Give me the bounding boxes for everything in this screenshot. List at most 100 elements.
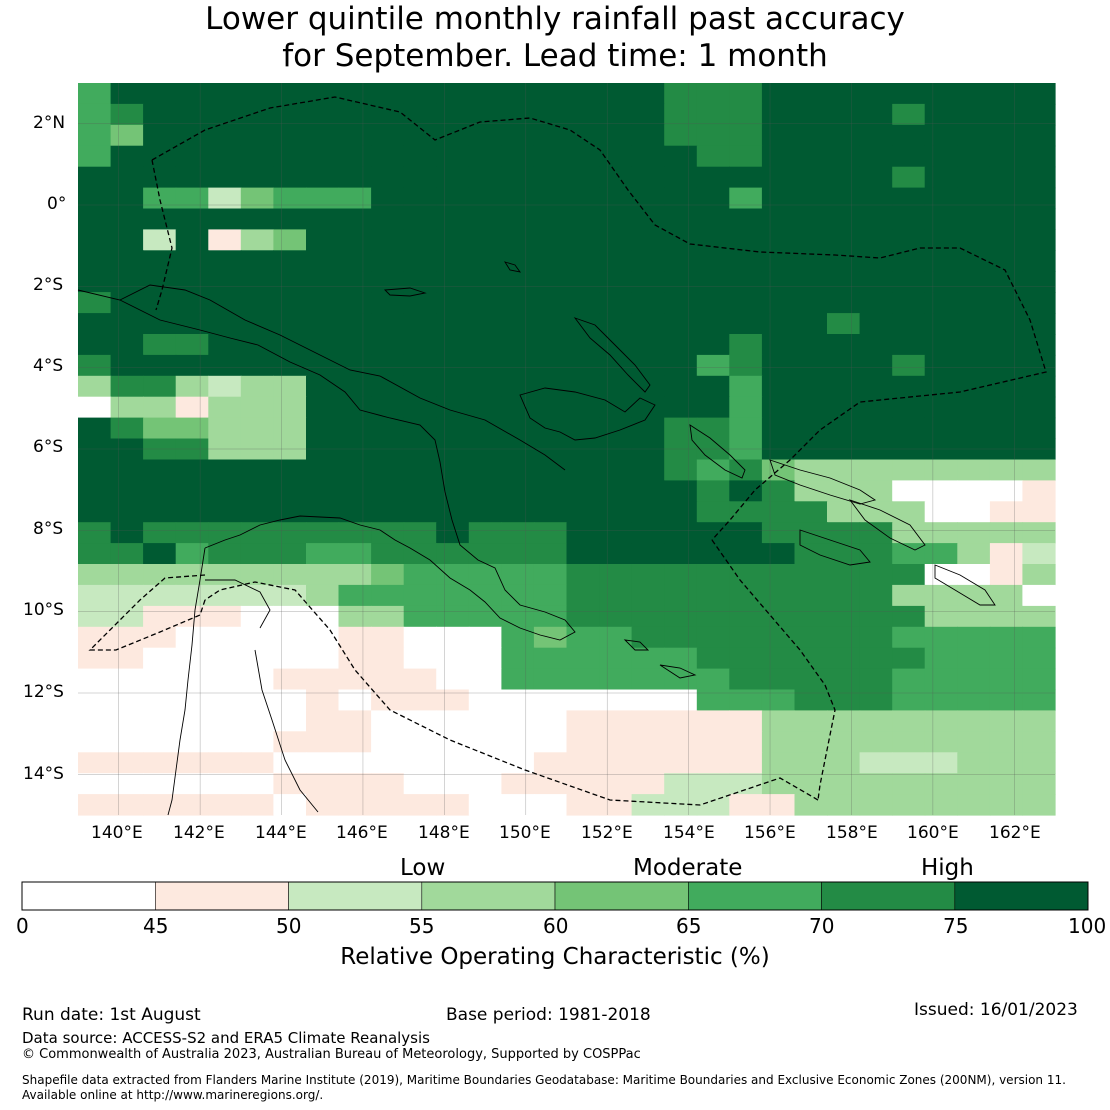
- lon-tick-label: 148°E: [418, 823, 470, 843]
- roc-cell: [468, 417, 502, 440]
- roc-cell: [664, 145, 698, 168]
- roc-cell: [338, 166, 372, 189]
- roc-cell: [533, 731, 568, 753]
- roc-cell: [240, 459, 274, 481]
- roc-cell: [338, 124, 372, 147]
- roc-cell: [924, 83, 958, 105]
- roc-cell: [631, 480, 665, 502]
- roc-cell: [403, 647, 437, 670]
- roc-cell: [208, 626, 242, 649]
- roc-cell: [143, 208, 177, 230]
- roc-cell: [892, 145, 926, 168]
- roc-cell: [371, 689, 405, 711]
- roc-cell: [761, 313, 796, 335]
- roc-cell: [696, 522, 730, 544]
- roc-cell: [501, 417, 535, 440]
- roc-cell: [924, 731, 958, 753]
- roc-cell: [957, 271, 991, 293]
- roc-cell: [924, 605, 958, 628]
- roc-cell: [696, 124, 730, 147]
- roc-cell: [859, 83, 893, 105]
- roc-cell: [859, 459, 893, 481]
- roc-cell: [175, 166, 209, 189]
- roc-cell: [78, 522, 112, 544]
- roc-cell: [729, 145, 763, 168]
- roc-cell: [599, 773, 633, 795]
- roc-cell: [859, 271, 893, 293]
- coastline-louisiade: [659, 664, 697, 679]
- roc-cell: [664, 689, 698, 711]
- roc-cell: [892, 731, 926, 753]
- roc-cell: [338, 522, 372, 544]
- roc-cell: [599, 731, 633, 753]
- roc-cell: [306, 459, 340, 481]
- lon-tick-label: 156°E: [744, 823, 796, 843]
- roc-cell: [338, 103, 372, 126]
- lat-tick-label: 2°S: [33, 275, 64, 295]
- roc-cell: [859, 794, 893, 816]
- roc-cell: [599, 292, 633, 314]
- roc-cell: [533, 354, 568, 377]
- roc-cell: [859, 647, 893, 670]
- roc-cell: [501, 145, 535, 168]
- roc-cell: [273, 522, 307, 544]
- roc-cell: [533, 145, 568, 168]
- roc-cell: [599, 83, 633, 105]
- roc-cell: [729, 187, 763, 210]
- roc-cell: [501, 396, 535, 419]
- roc-cell: [175, 543, 209, 565]
- roc-cell: [631, 647, 665, 670]
- roc-cell: [761, 647, 796, 670]
- roc-cell: [631, 689, 665, 711]
- coastline-new-guinea: [77, 289, 576, 641]
- roc-cell: [306, 271, 340, 293]
- roc-cell: [761, 292, 796, 314]
- roc-cell: [273, 334, 307, 356]
- roc-cell: [240, 501, 274, 523]
- roc-cell: [403, 334, 437, 356]
- roc-cell: [827, 334, 861, 356]
- roc-cell: [761, 731, 796, 753]
- roc-cell: [306, 794, 340, 816]
- roc-cell: [696, 584, 730, 607]
- roc-cell: [208, 501, 242, 523]
- roc-cell: [273, 354, 307, 377]
- roc-cell: [761, 124, 796, 147]
- roc-cell: [1022, 731, 1056, 753]
- roc-cell: [729, 605, 763, 628]
- roc-cell: [729, 459, 763, 481]
- roc-cell: [533, 166, 568, 189]
- roc-cell: [827, 626, 861, 649]
- roc-cell: [794, 668, 828, 691]
- roc-cell: [175, 334, 209, 356]
- roc-cell: [371, 334, 405, 356]
- roc-cell: [533, 187, 568, 210]
- roc-cell: [859, 543, 893, 565]
- roc-cell: [794, 752, 828, 774]
- roc-cell: [501, 375, 535, 398]
- roc-cell: [240, 773, 274, 795]
- roc-cell: [924, 417, 958, 440]
- roc-cell: [338, 731, 372, 753]
- roc-cell: [240, 543, 274, 565]
- roc-cell: [859, 522, 893, 544]
- roc-cell: [436, 773, 470, 795]
- colorbar-tick-label: 55: [409, 914, 435, 938]
- roc-cell: [533, 752, 568, 774]
- roc-cell: [501, 354, 535, 377]
- roc-cell: [1022, 83, 1056, 105]
- roc-cell: [566, 501, 600, 523]
- roc-cell: [273, 794, 307, 816]
- colorbar-segment: [421, 881, 556, 911]
- roc-cell: [436, 626, 470, 649]
- lat-tick-label: 4°S: [33, 356, 64, 376]
- roc-cell: [794, 396, 828, 419]
- roc-cell: [664, 396, 698, 419]
- roc-cell: [338, 459, 372, 481]
- roc-cell: [1022, 647, 1056, 670]
- coastline-solomons-2: [848, 499, 926, 551]
- roc-cell: [110, 522, 144, 544]
- roc-cell: [1022, 605, 1056, 628]
- roc-cell: [78, 208, 112, 230]
- roc-cell: [664, 773, 698, 795]
